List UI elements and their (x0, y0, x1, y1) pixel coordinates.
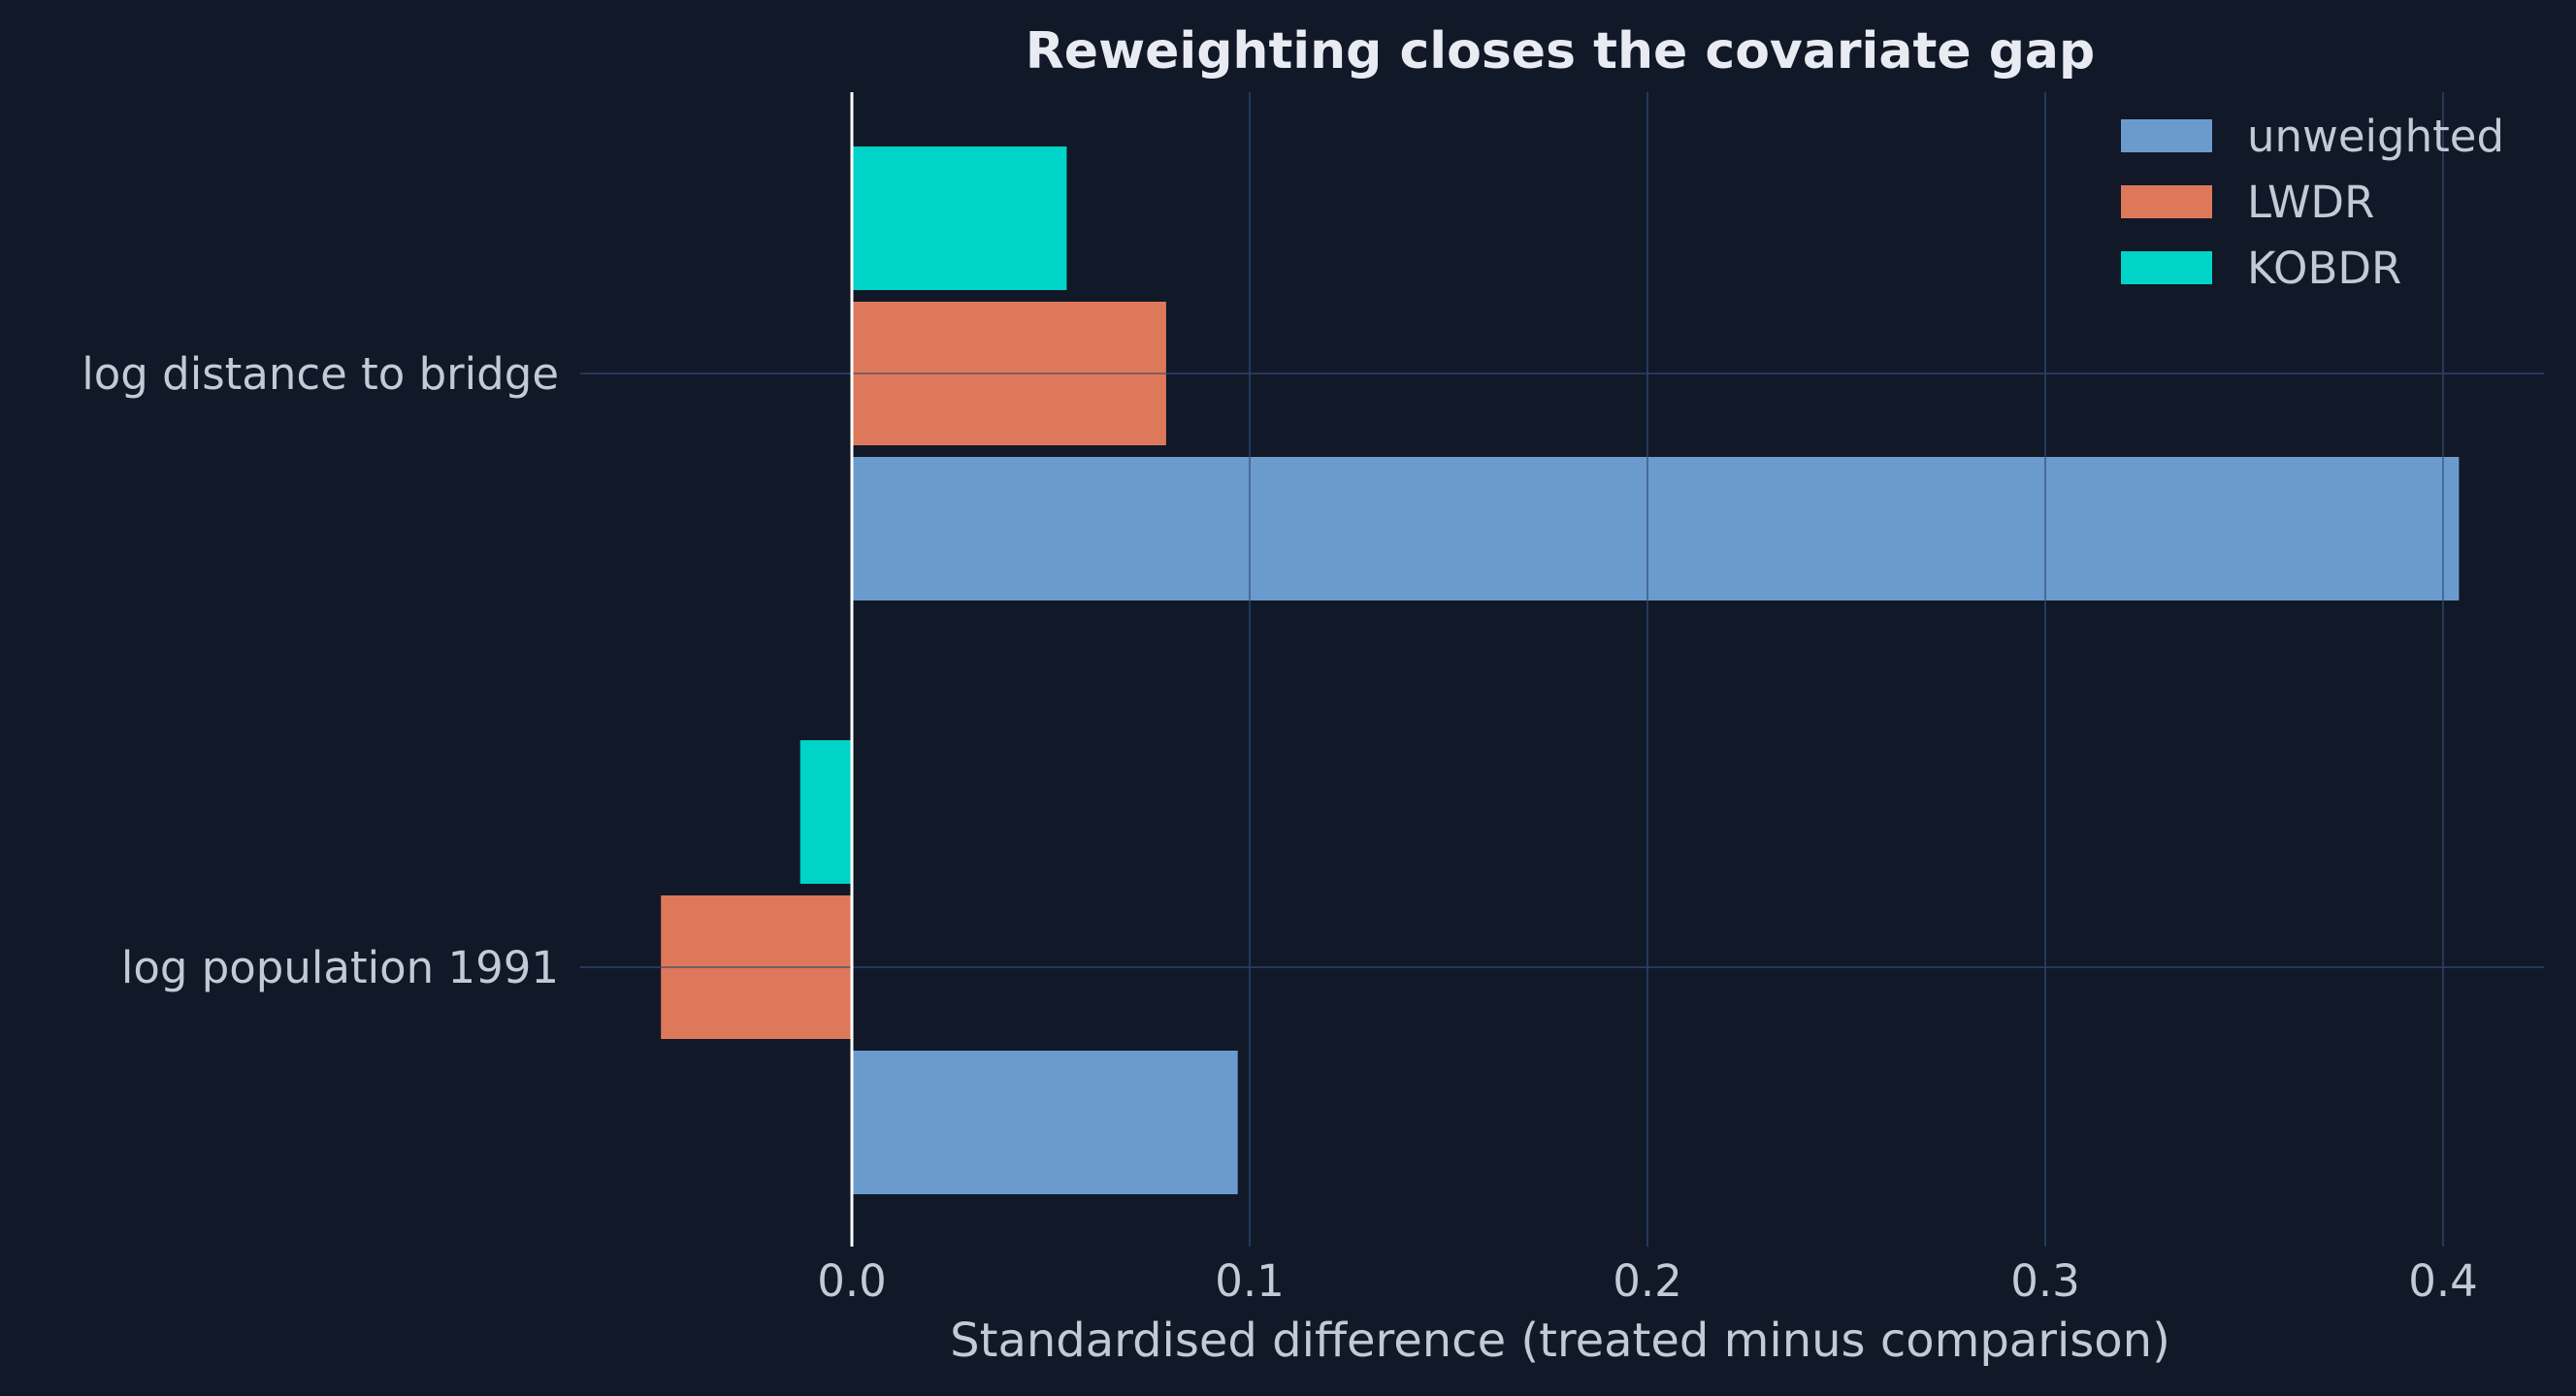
legend: unweighted LWDR KOBDR (2121, 111, 2504, 294)
bar-unweighted (852, 457, 2460, 601)
y-category-label: log distance to bridge (82, 348, 559, 400)
bar-kobdr (799, 740, 852, 884)
bars (580, 92, 2544, 1247)
legend-swatch-kobdr (2121, 251, 2212, 284)
x-tick-label: 0.4 (2408, 1255, 2478, 1307)
bar-kobdr (852, 146, 1067, 290)
x-tick-labels: 0.0 0.1 0.2 0.3 0.4 (817, 1255, 2478, 1307)
legend-label-kobdr: KOBDR (2247, 243, 2401, 294)
x-tick-label: 0.2 (1613, 1255, 1682, 1307)
legend-label-lwdr: LWDR (2247, 177, 2374, 228)
legend-swatch-lwdr (2121, 185, 2212, 218)
legend-label-unweighted: unweighted (2247, 111, 2504, 162)
x-axis-label: Standardised difference (treated minus c… (950, 1314, 2170, 1368)
legend-swatch-unweighted (2121, 119, 2212, 152)
x-tick-label: 0.3 (2010, 1255, 2080, 1307)
y-category-labels: log distance to bridge log population 199… (82, 348, 559, 993)
chart-title: Reweighting closes the covariate gap (1026, 22, 2095, 81)
x-tick-label: 0.0 (817, 1255, 887, 1307)
y-category-label: log population 1991 (121, 942, 559, 993)
x-tick-label: 0.1 (1215, 1255, 1285, 1307)
bar-unweighted (852, 1051, 1238, 1194)
